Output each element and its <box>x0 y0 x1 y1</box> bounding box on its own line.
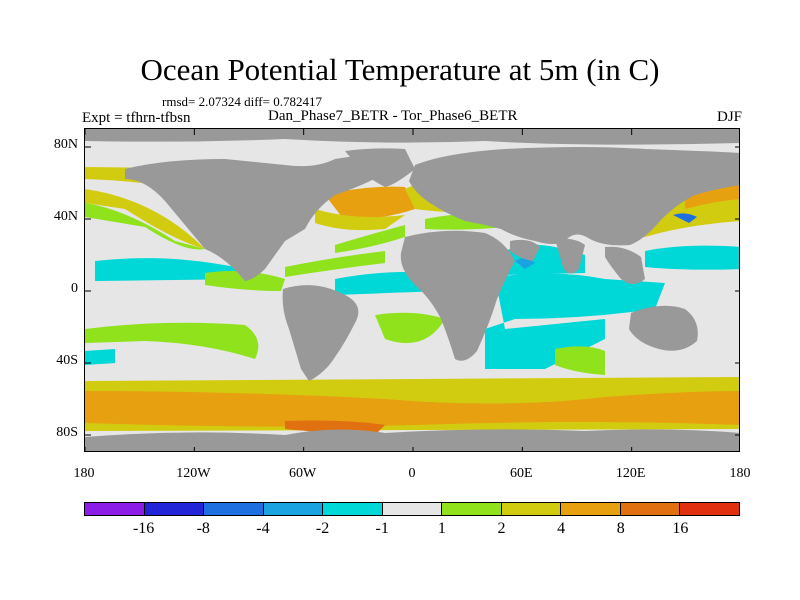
colorbar-swatch <box>501 503 562 515</box>
pacific-yellow-tongue <box>85 189 205 249</box>
colorbar-label: 8 <box>616 520 625 537</box>
x-tick-label: 120E <box>615 466 646 481</box>
y-tick-label: 40N <box>53 209 78 224</box>
x-tick-label: 180 <box>729 466 751 481</box>
north-atlantic-yellow <box>315 209 405 231</box>
x-tick-label: 60E <box>510 466 533 481</box>
europe-asia <box>409 147 739 246</box>
y-tick-label: 40S <box>56 353 78 368</box>
y-tick-label: 80S <box>56 425 78 440</box>
colorbar-swatch <box>561 503 621 515</box>
x-tick-label: 120W <box>176 466 211 481</box>
atlantic-green-lower <box>285 251 385 277</box>
southeast-asia <box>605 246 645 284</box>
map-panel <box>84 128 740 452</box>
pacific-green-edge <box>85 203 205 250</box>
colorbar-swatch <box>620 503 681 515</box>
colorbar-label: 1 <box>437 520 446 537</box>
arctic <box>85 129 739 145</box>
indian-cyan <box>485 273 665 369</box>
arabia <box>510 239 540 261</box>
colorbar-swatch <box>442 503 502 515</box>
x-tick-label: 60W <box>289 466 317 481</box>
colorbar <box>84 502 740 516</box>
sw-indian-green <box>555 346 605 375</box>
antarctica <box>85 429 739 451</box>
y-tick-label: 0 <box>71 281 78 296</box>
difference-label: Dan_Phase7_BETR - Tor_Phase6_BETR <box>268 108 518 124</box>
anomaly-fields <box>85 167 739 435</box>
atlantic-green-tongue <box>335 225 405 253</box>
colorbar-swatch <box>323 503 383 515</box>
india <box>555 238 585 274</box>
colorbar-label: -4 <box>256 520 270 537</box>
south-america <box>282 285 359 381</box>
colorbar-label: 16 <box>672 520 689 537</box>
tick-marks <box>85 129 739 451</box>
colorbar-label: -16 <box>132 520 155 537</box>
experiment-label: Expt = tfhrn-tfbsn <box>82 110 191 126</box>
west-pacific-cyan <box>645 245 739 270</box>
colorbar-swatch <box>382 503 443 515</box>
north-atlantic-orange <box>325 186 415 221</box>
africa <box>400 230 515 361</box>
colorbar-swatch <box>680 503 740 515</box>
south-pacific-green <box>85 322 259 359</box>
greenland <box>345 148 415 187</box>
north-america <box>125 153 385 281</box>
stats-label: rmsd= 2.07324 diff= 0.782417 <box>162 94 322 109</box>
south-atlantic-green <box>375 312 445 344</box>
australia <box>629 305 698 351</box>
colorbar-label: -8 <box>196 520 210 537</box>
colorbar-label: 2 <box>497 520 506 537</box>
world-map <box>85 129 739 451</box>
x-tick-label: 180 <box>73 466 95 481</box>
indian-blue <box>515 258 535 269</box>
y-tick-label: 80N <box>53 137 78 152</box>
colorbar-swatch <box>85 503 145 515</box>
southern-orange-band <box>85 391 739 427</box>
x-tick-label: 0 <box>408 466 416 481</box>
colorbar-swatch <box>144 503 205 515</box>
colorbar-label: 4 <box>557 520 566 537</box>
season-label: DJF <box>716 109 742 125</box>
colorbar-label: -1 <box>375 520 389 537</box>
nw-pacific-blue <box>673 213 697 223</box>
continents <box>85 129 739 451</box>
colorbar-label: -2 <box>315 520 330 537</box>
colorbar-swatch <box>263 503 324 515</box>
colorbar-swatch <box>204 503 264 515</box>
map-title: Ocean Potential Temperature at 5m (in C) <box>140 52 660 87</box>
south-pacific-cyan <box>85 349 115 365</box>
